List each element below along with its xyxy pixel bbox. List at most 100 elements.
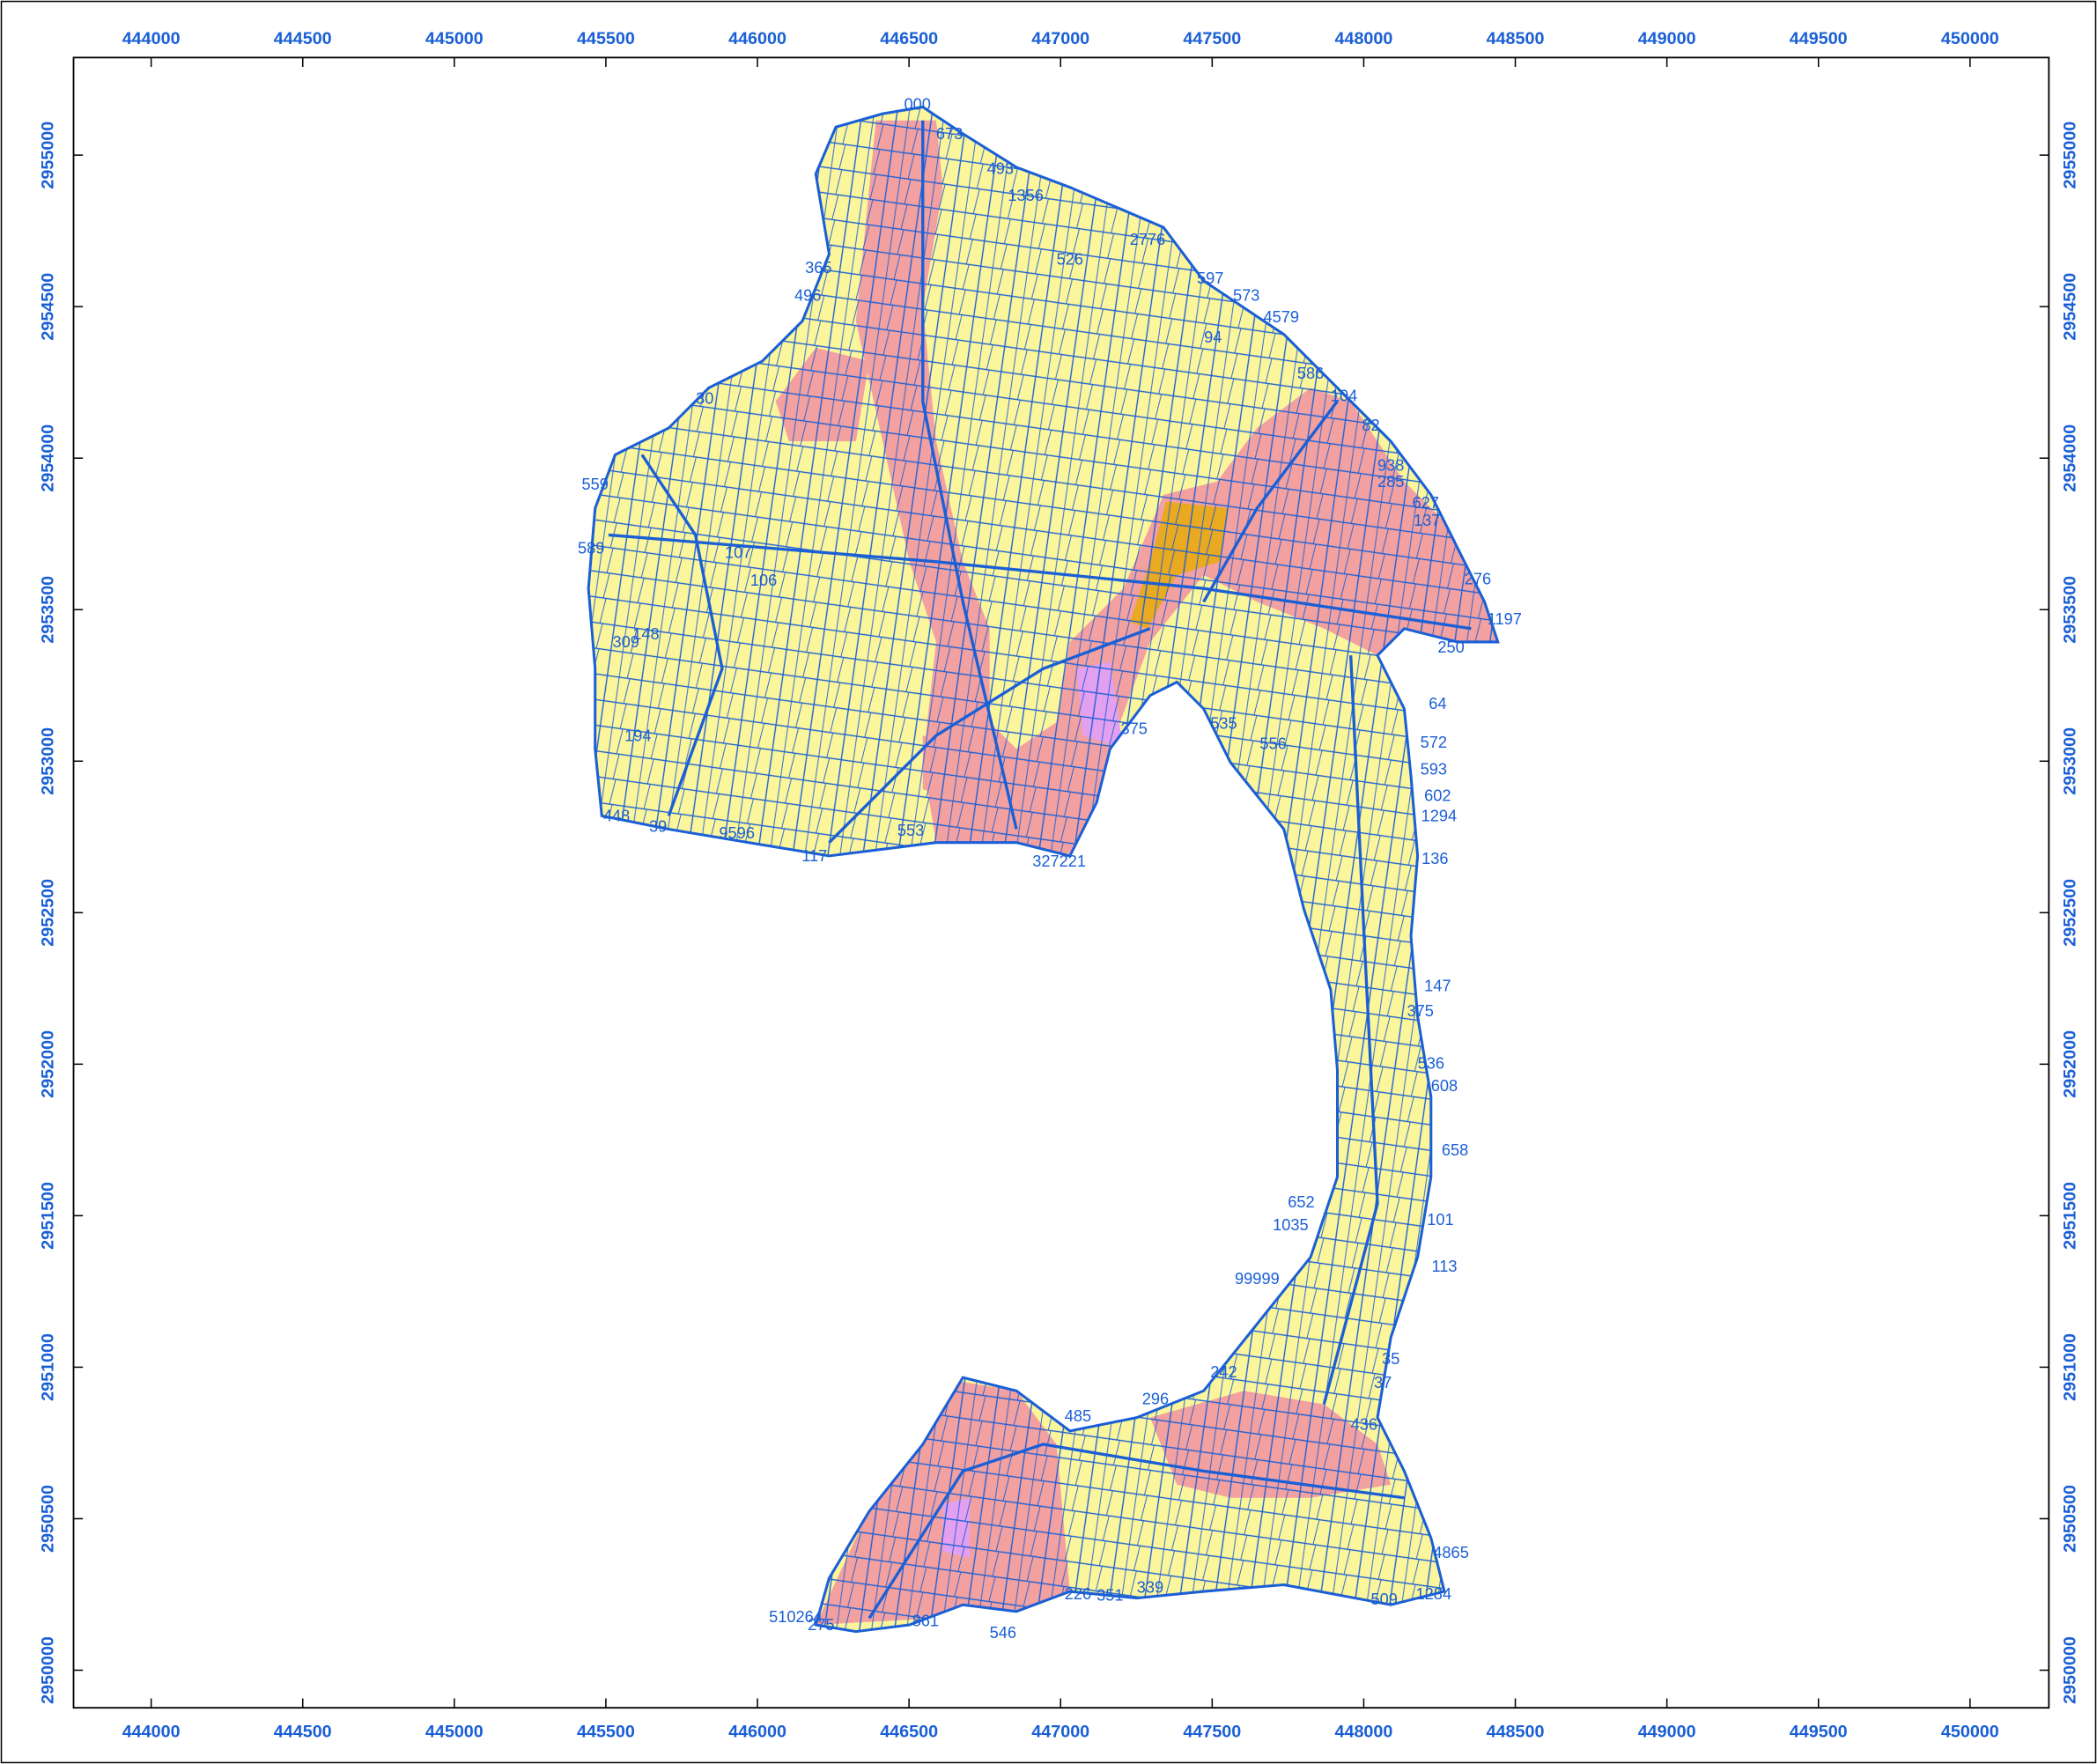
x-tick-label: 448000	[1335, 1723, 1393, 1742]
parcel-label: 493	[987, 159, 1014, 177]
parcel-label: 1035	[1273, 1216, 1309, 1234]
y-tick-label: 2953500	[39, 576, 58, 644]
parcel-label: 94	[1204, 328, 1222, 346]
parcel-label: 627	[1413, 494, 1439, 512]
x-tick-label: 449500	[1790, 29, 1848, 48]
x-tick-label: 446000	[728, 29, 786, 48]
parcel-label: 593	[1421, 760, 1447, 778]
parcel-label: 2776	[1130, 231, 1166, 248]
parcel-label: 136	[1421, 850, 1448, 867]
parcel-label: 556	[1259, 734, 1286, 752]
axes: 444000 444000 444500 444500 445000 445000 4455…	[39, 29, 2080, 1741]
parcel-label: 1197	[1488, 610, 1522, 628]
parcel-label: 107	[725, 543, 751, 561]
y-tick-label: 2950500	[39, 1485, 58, 1553]
y-tick-label: 2953500	[2061, 576, 2080, 644]
parcel-label: 137	[1414, 512, 1440, 529]
parcel-label: 147	[1424, 977, 1451, 994]
parcel-label: 573	[1233, 287, 1259, 305]
parcel-label: 148	[632, 625, 659, 643]
parcel-label: 351	[1096, 1587, 1123, 1605]
x-tick-label: 446500	[880, 1723, 938, 1742]
parcel-label: 117	[801, 847, 827, 865]
x-tick-label: 447500	[1183, 1723, 1241, 1742]
parcel-label: 546	[990, 1624, 1016, 1642]
parcel-label: 1284	[1416, 1585, 1452, 1603]
parcel-label: 559	[582, 476, 609, 493]
parcel-label: 30	[696, 390, 713, 408]
parcel-label: 436	[1351, 1415, 1377, 1433]
y-tick-label: 2952000	[2061, 1030, 2080, 1098]
x-tick-label: 446000	[728, 1723, 786, 1742]
x-tick-label: 445500	[577, 29, 635, 48]
road	[921, 120, 1018, 830]
y-tick-label: 2953000	[2061, 727, 2080, 795]
y-tick-label: 2955000	[39, 122, 58, 189]
parcel-label: 101	[1427, 1211, 1453, 1229]
y-tick-label: 2953000	[39, 727, 58, 795]
x-tick-label: 445500	[577, 1723, 635, 1742]
y-tick-label: 2952000	[39, 1030, 58, 1098]
parcel-label: 39	[649, 818, 667, 836]
y-tick-label: 2955000	[2061, 122, 2080, 189]
parcel-label: 572	[1421, 734, 1447, 751]
x-tick-label: 447000	[1031, 29, 1089, 48]
parcel-label: 250	[1437, 638, 1464, 656]
parcel-label: 99999	[1235, 1270, 1280, 1288]
parcel-label: 113	[1431, 1258, 1457, 1275]
road	[608, 533, 1472, 631]
road	[1322, 655, 1379, 1405]
parcel-label: 608	[1431, 1077, 1458, 1095]
parcel-label: 535	[1210, 715, 1237, 733]
x-tick-label: 449000	[1638, 1723, 1696, 1742]
parcel-label: 658	[1442, 1141, 1468, 1159]
x-tick-label: 447500	[1183, 29, 1241, 48]
x-tick-label: 446500	[880, 29, 938, 48]
parcel-label: 37	[1374, 1374, 1392, 1391]
x-tick-label: 448000	[1335, 29, 1393, 48]
road	[828, 627, 1151, 844]
x-tick-label: 449000	[1638, 29, 1696, 48]
parcel-label: 861	[912, 1613, 939, 1630]
parcel-label: 276	[1465, 571, 1491, 588]
y-tick-label: 2951500	[2061, 1182, 2080, 1250]
y-tick-label: 2952500	[2061, 879, 2080, 947]
y-tick-label: 2951000	[2061, 1333, 2080, 1401]
road	[868, 1443, 1405, 1620]
parcel-area	[587, 105, 1500, 1634]
road	[640, 454, 724, 816]
y-tick-label: 2954500	[39, 273, 58, 341]
parcel-label: 496	[794, 287, 821, 305]
y-tick-label: 2950000	[39, 1636, 58, 1704]
parcel-label: 597	[1197, 269, 1223, 287]
parcel-label: 64	[1429, 695, 1446, 712]
parcel-label: 106	[750, 572, 777, 589]
parcel-label: 104	[1331, 387, 1357, 405]
parcel-label: 938	[1377, 457, 1404, 475]
x-tick-label: 450000	[1941, 1723, 1999, 1742]
parcel-label: 35	[1382, 1350, 1399, 1368]
parcel-label: 285	[1377, 473, 1404, 491]
parcel-label: 673	[936, 125, 963, 143]
x-tick-label: 444500	[274, 1723, 332, 1742]
parcel-label: 226	[1065, 1585, 1091, 1603]
parcel-label: 9596	[719, 824, 755, 842]
parcel-label: 509	[1370, 1591, 1397, 1608]
x-tick-label: 450000	[1941, 29, 1999, 48]
x-tick-label: 448500	[1487, 1723, 1545, 1742]
parcel-label: 448	[603, 807, 630, 824]
y-tick-label: 2951000	[39, 1333, 58, 1401]
parcel-label: 4579	[1263, 308, 1299, 326]
x-tick-label: 447000	[1031, 1723, 1089, 1742]
x-tick-label: 445000	[425, 29, 484, 48]
parcel-label: 589	[578, 540, 604, 557]
parcel-label: 1356	[1008, 187, 1044, 204]
y-tick-label: 2950500	[2061, 1485, 2080, 1553]
x-tick-label: 445000	[425, 1723, 484, 1742]
parcel-label: 82	[1362, 417, 1379, 434]
y-tick-label: 2954000	[39, 424, 58, 492]
x-tick-label: 448500	[1487, 29, 1545, 48]
parcel-label: 327221	[1032, 852, 1086, 870]
